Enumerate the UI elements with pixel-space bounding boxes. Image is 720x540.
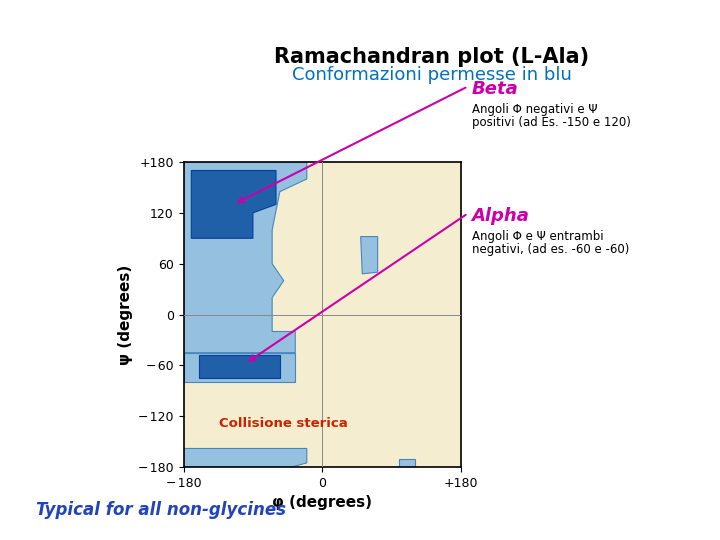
Text: Alpha: Alpha xyxy=(472,207,529,225)
Text: Typical for all non-glycines: Typical for all non-glycines xyxy=(36,501,286,519)
Polygon shape xyxy=(184,353,295,382)
Polygon shape xyxy=(399,458,415,467)
Y-axis label: ψ (degrees): ψ (degrees) xyxy=(117,265,132,365)
Text: Conformazioni permesse in blu: Conformazioni permesse in blu xyxy=(292,65,572,84)
Polygon shape xyxy=(199,355,280,378)
Polygon shape xyxy=(184,162,307,353)
Text: Ramachandran plot (L-Ala): Ramachandran plot (L-Ala) xyxy=(274,46,590,67)
Text: Angoli Φ negativi e Ψ: Angoli Φ negativi e Ψ xyxy=(472,103,597,116)
X-axis label: φ (degrees): φ (degrees) xyxy=(272,495,372,510)
Text: Collisione sterica: Collisione sterica xyxy=(220,416,348,429)
Polygon shape xyxy=(184,448,307,467)
Text: Beta: Beta xyxy=(472,80,518,98)
Text: positivi (ad Es. -150 e 120): positivi (ad Es. -150 e 120) xyxy=(472,116,631,129)
Text: negativi, (ad es. -60 e -60): negativi, (ad es. -60 e -60) xyxy=(472,243,629,256)
Polygon shape xyxy=(192,171,276,238)
Text: Angoli Φ e Ψ entrambi: Angoli Φ e Ψ entrambi xyxy=(472,230,603,243)
Polygon shape xyxy=(361,237,378,274)
